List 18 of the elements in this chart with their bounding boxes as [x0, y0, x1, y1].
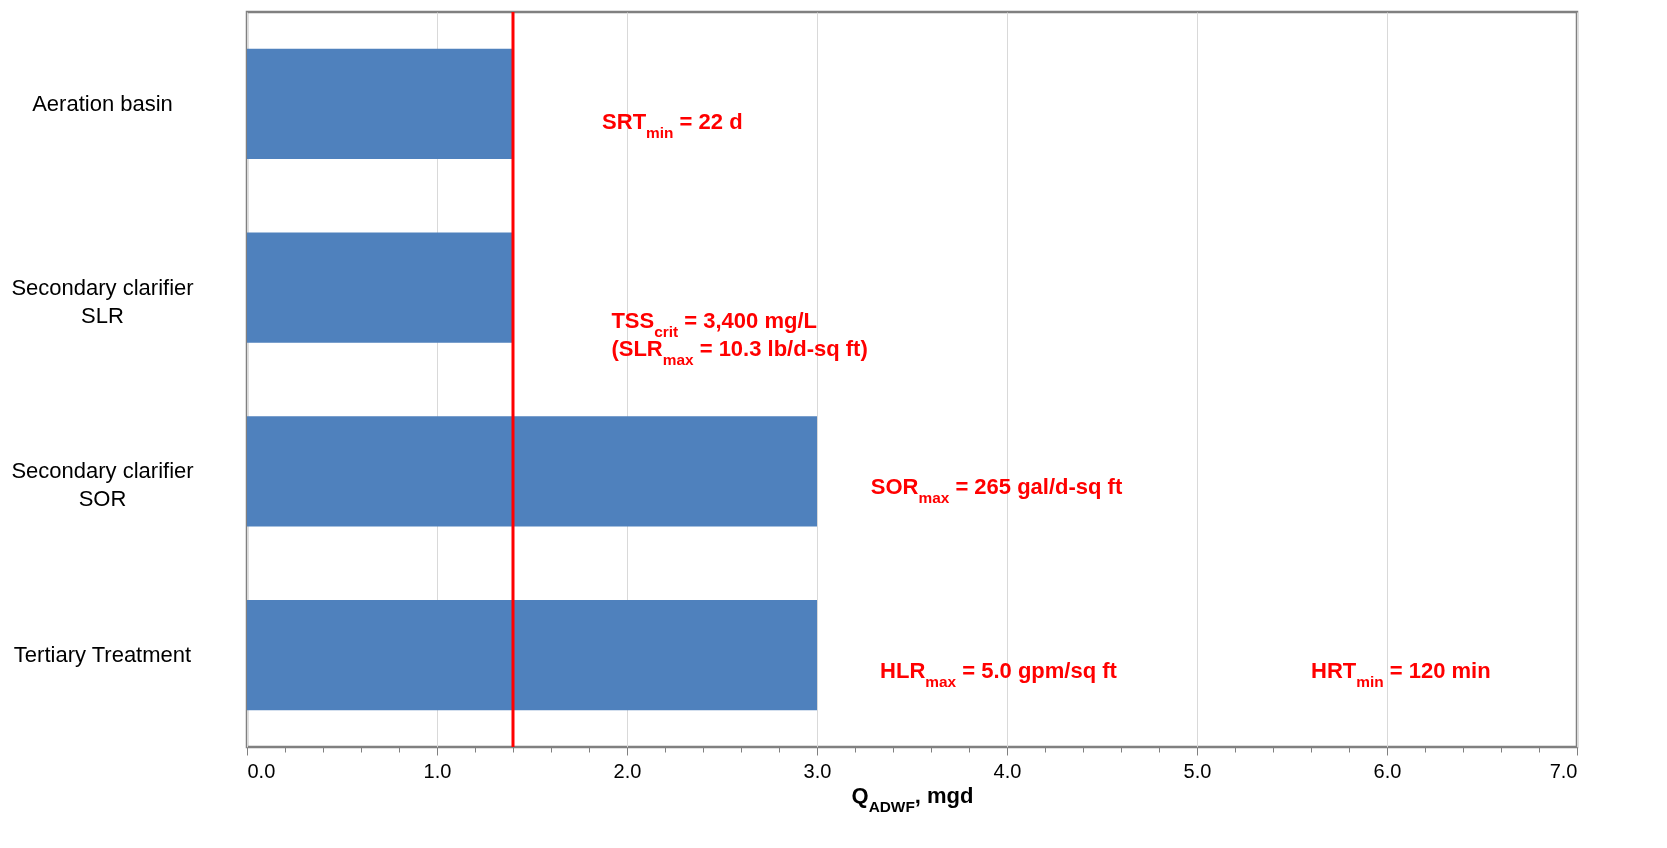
annotation: SRT$_{min}$ = 22 d [602, 108, 743, 141]
annotation: SOR$_{max}$ = 265 gal/d-sq ft [870, 473, 1123, 506]
x-tick-label: 5.0 [1183, 759, 1212, 782]
x-tick-label: 2.0 [613, 759, 642, 782]
x-tick-label: 4.0 [993, 759, 1022, 782]
annotation: HLR$_{max}$ = 5.0 gpm/sq ft [880, 658, 1118, 690]
x-tick-label: 7.0 [1549, 759, 1578, 782]
y-tick-label: Aeration basin [32, 90, 173, 116]
annotation: HRT$_{min}$ = 120 min [1311, 658, 1491, 690]
x-tick-label: 6.0 [1373, 759, 1402, 782]
y-tick-label: Secondary clarifier SLR [11, 274, 194, 328]
y-tick-label: Tertiary Treatment [13, 642, 192, 668]
x-tick-label: 3.0 [803, 759, 832, 782]
y-tick-label: Secondary clarifier SOR [11, 458, 194, 512]
x-tick-label: 0.0 [247, 759, 276, 782]
annotation: TSS$_{crit}$ = 3,400 mg/L (SLR$_{max}$ = 10.3 lb/d-sq ft) [611, 307, 868, 368]
x-axis-title: Q$_{ADWF}$, mgd [851, 782, 974, 814]
x-tick-label: 1.0 [423, 759, 452, 782]
